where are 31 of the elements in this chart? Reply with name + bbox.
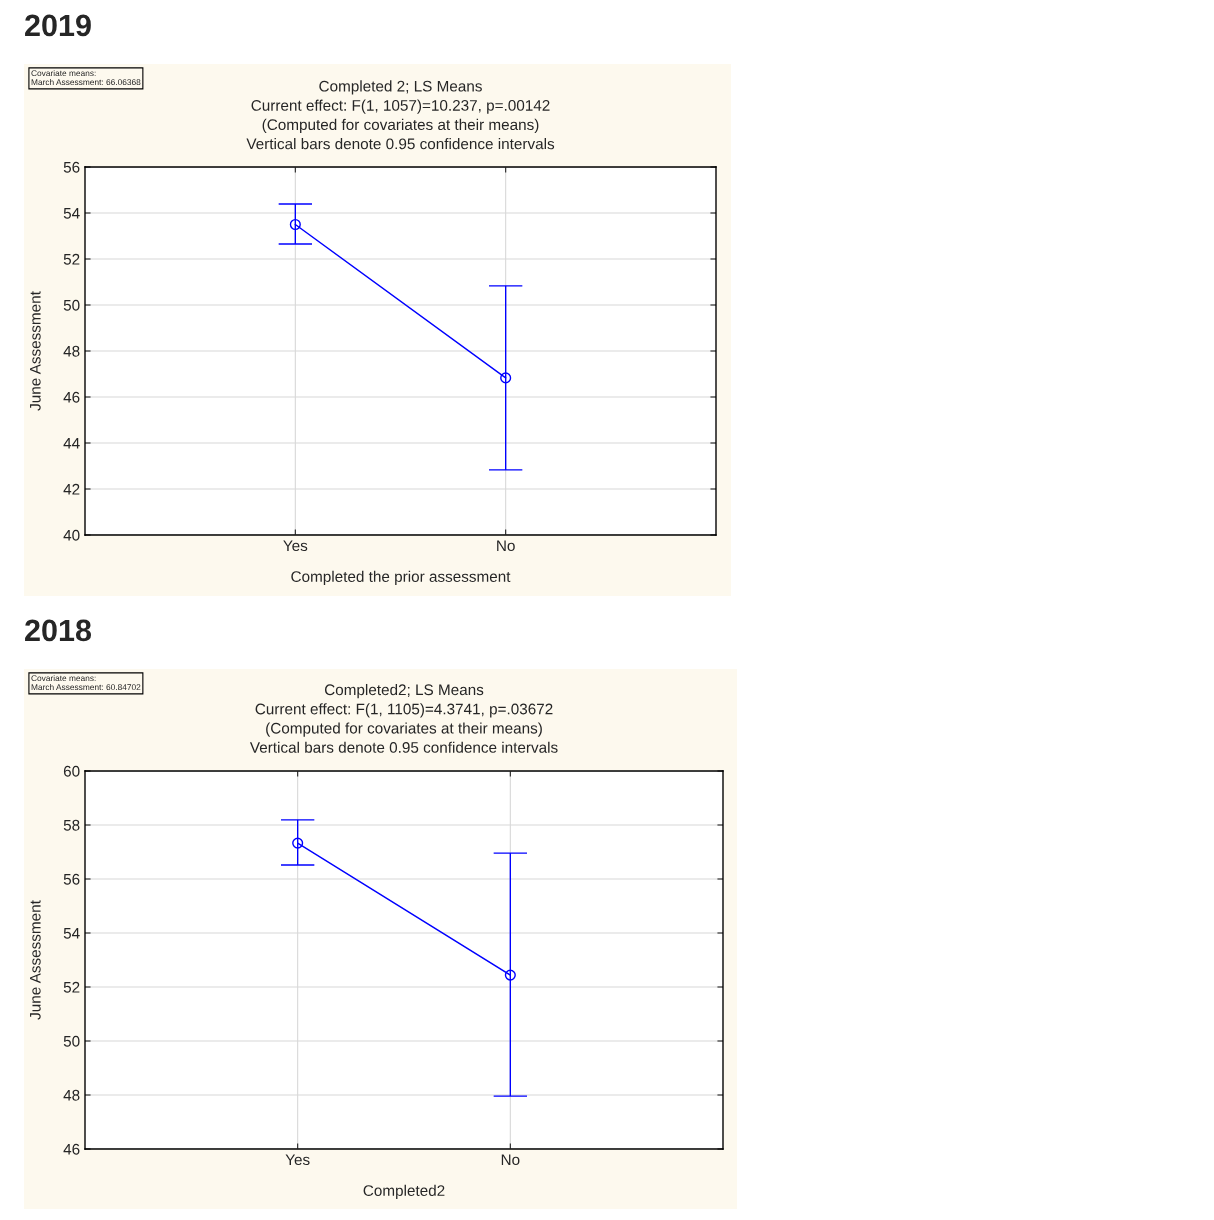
y-tick-label: 56	[63, 873, 80, 885]
x-axis-title: Completed the prior assessment	[291, 570, 511, 586]
x-tick-label: Yes	[283, 540, 308, 552]
x-tick-label: Yes	[285, 1154, 310, 1166]
chart-subtitle: Completed 2; LS Means Current effect: F(1, 1057)=10.237, p=.00142 (Computed for covariates at their means) Vertical bars denote 0.95 confidence intervals	[246, 80, 555, 150]
x-tick-label: No	[497, 540, 515, 552]
y-tick-label: 52	[63, 253, 80, 265]
y-tick-label: 52	[63, 981, 80, 993]
text: Covariate means: March Assessment: 60.84702	[31, 675, 141, 691]
x-axis-title: Completed2	[363, 1184, 445, 1200]
y-tick-label: 40	[63, 529, 80, 541]
y-tick-label: 58	[63, 819, 80, 831]
text: Covariate means: March Assessment: 66.06368	[31, 70, 141, 86]
y-tick-label: 50	[63, 299, 80, 311]
y-tick-label: 54	[63, 208, 80, 219]
y-tick-label: 46	[63, 391, 80, 403]
y-tick-label: 54	[63, 928, 80, 939]
y-tick-label: 60	[63, 765, 80, 777]
y-tick-label: 46	[63, 1143, 80, 1155]
chart-subtitle: Completed2; LS Means Current effect: F(1, 1105)=4.3741, p=.03672 (Computed for covariates at their means) Vertical bars denote 0.95 confidence intervals	[249, 683, 558, 753]
y-tick-label: 50	[63, 1035, 80, 1047]
chart-title: 2018	[25, 619, 92, 642]
y-axis-title: June Assessment	[30, 291, 41, 411]
y-tick-label: 56	[63, 161, 80, 173]
y-tick-label: 44	[63, 438, 80, 449]
y-tick-label: 42	[63, 483, 80, 495]
y-axis-title: June Assessment	[30, 900, 41, 1020]
y-tick-label: 48	[63, 1089, 80, 1101]
x-tick-label: No	[501, 1154, 520, 1166]
y-tick-label: 48	[63, 345, 80, 357]
chart-title: 2019	[25, 14, 91, 37]
